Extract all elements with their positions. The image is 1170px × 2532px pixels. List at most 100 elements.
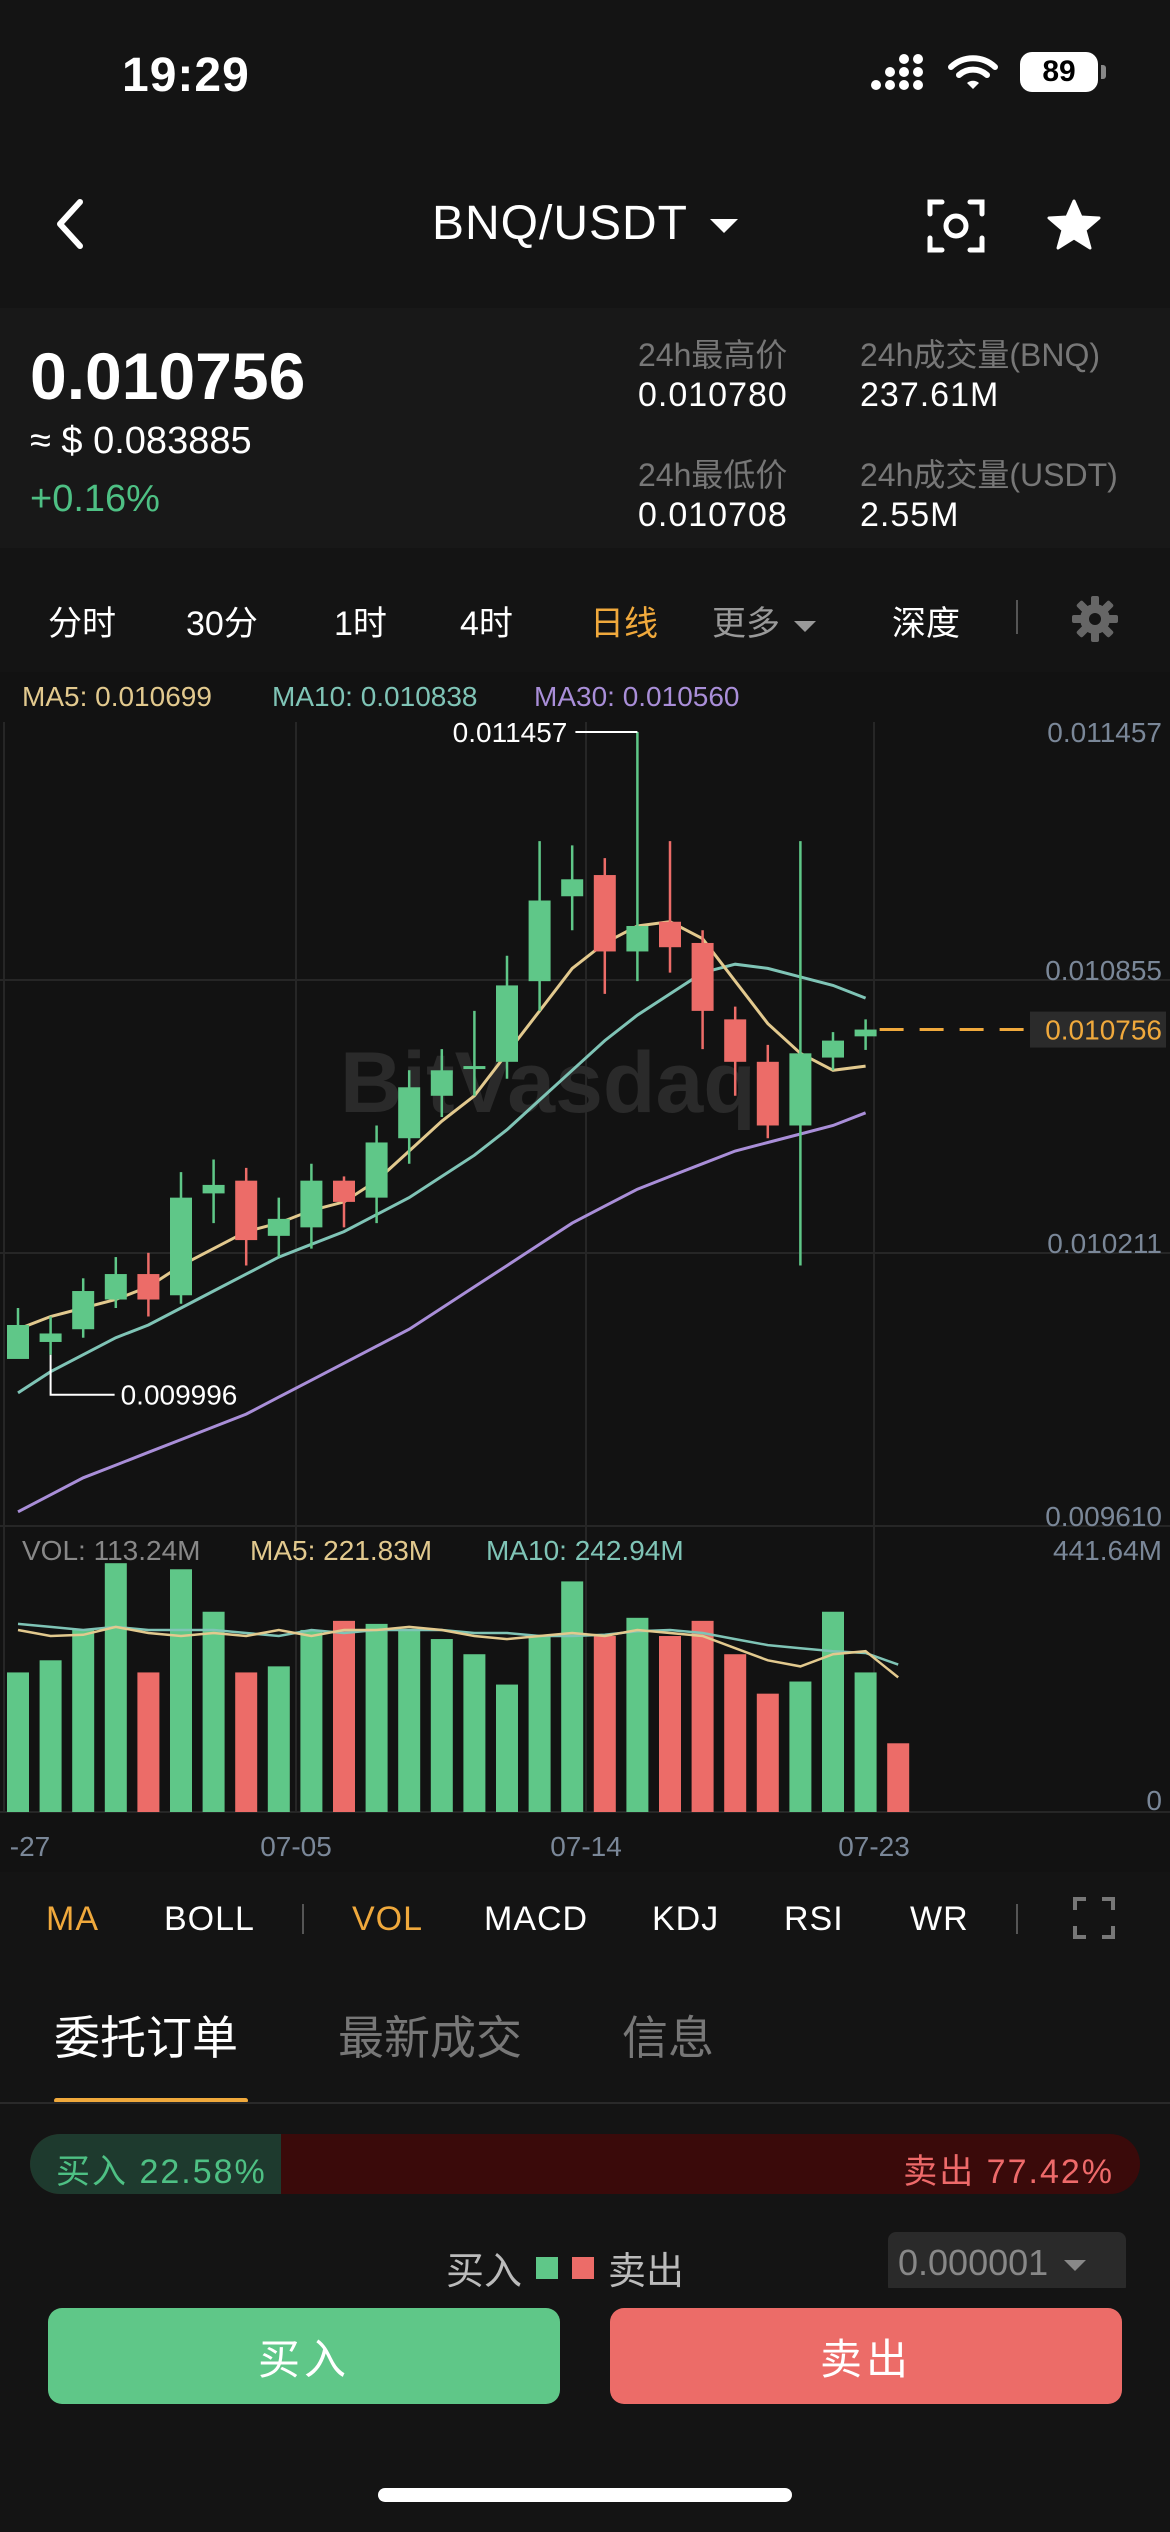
chart-grid [0, 722, 1170, 1813]
candle-body [691, 942, 714, 1011]
volume-bar [7, 1672, 29, 1812]
gear-icon[interactable] [1070, 594, 1120, 644]
candle-body [561, 879, 584, 897]
tab-more[interactable]: 更多 [712, 596, 816, 645]
usd-price: ≈ $ 0.083885 [30, 420, 252, 462]
divider [0, 2102, 1170, 2104]
low-value: 0.010708 [638, 496, 788, 534]
sell-square-icon [572, 2256, 595, 2279]
volume-bar [561, 1581, 584, 1812]
volume-bar [626, 1617, 649, 1812]
legend-buy-label: 买入 [446, 2251, 523, 2293]
fullscreen-icon[interactable] [1072, 1896, 1116, 1940]
volume-bar [496, 1684, 518, 1812]
volume-bar [463, 1654, 486, 1812]
x-tick-label: -27 [10, 1831, 50, 1862]
home-indicator [378, 2488, 792, 2502]
vol-max-label: 441.64M [1053, 1535, 1162, 1566]
volume-bar [72, 1629, 95, 1812]
tab-1hour[interactable]: 1时 [334, 605, 387, 643]
tab-more-label: 更多 [712, 605, 780, 643]
min-marker-line [49, 1354, 115, 1396]
status-icons: 89 [870, 52, 1106, 92]
y-tick-label: 0.009610 [1045, 1501, 1162, 1532]
tab-daily[interactable]: 日线 [590, 605, 658, 643]
indicator-vol[interactable]: VOL [352, 1900, 424, 1938]
pair-selector[interactable]: BNQ/USDT [0, 196, 1170, 251]
candle-body [430, 1070, 453, 1096]
candle-body [333, 1180, 355, 1202]
vol-legend: VOL: 113.24M [22, 1535, 200, 1566]
buy-button[interactable]: 买入 [48, 2308, 560, 2404]
min-price-label: 0.009996 [121, 1380, 238, 1411]
tab-time-share[interactable]: 分时 [48, 605, 116, 643]
active-tab-indicator [54, 2098, 248, 2103]
chevron-down-icon [794, 620, 816, 632]
y-tick-label: 0.010855 [1045, 955, 1162, 986]
indicator-separator [1016, 1904, 1018, 1934]
candle-body [39, 1333, 62, 1342]
vol-usdt-value: 2.55M [860, 496, 960, 534]
ma30-line [17, 1111, 867, 1514]
tab-depth[interactable]: 深度 [892, 605, 960, 643]
status-time: 19:29 [122, 49, 250, 102]
precision-value: 0.000001 [898, 2242, 1049, 2283]
volume-bar [202, 1611, 225, 1812]
back-icon[interactable] [50, 196, 90, 252]
volume-bar [854, 1672, 877, 1812]
candle-body [496, 985, 518, 1062]
vol-ma10-line [17, 1622, 899, 1666]
candle-body [463, 1066, 486, 1070]
candle-body [7, 1324, 29, 1359]
candle-body [398, 1087, 421, 1139]
indicator-ma[interactable]: MA [46, 1900, 99, 1938]
tab-30min[interactable]: 30分 [186, 605, 258, 643]
volume-bar [170, 1569, 192, 1812]
volume-bar [789, 1681, 812, 1812]
volume-bar [659, 1636, 681, 1812]
screenshot-icon[interactable] [926, 196, 986, 256]
volume-bar [267, 1666, 290, 1812]
orderbook-legend[interactable]: 买入 卖出 [446, 2240, 684, 2295]
candle-body [724, 1019, 747, 1062]
vol-usdt-label: 24h成交量(USDT) [860, 457, 1118, 493]
price-change: +0.16% [30, 478, 160, 520]
indicator-macd[interactable]: MACD [484, 1900, 589, 1938]
candle-body [137, 1274, 160, 1300]
volume-bar [887, 1743, 910, 1812]
volume-bar [235, 1672, 258, 1812]
kline-chart[interactable]: BitVasdaq MA5: 0.010699 MA10: 0.010838 M… [0, 672, 1170, 1872]
max-price-label: 0.011457 [453, 717, 568, 748]
x-tick-label: 07-14 [550, 1831, 622, 1862]
indicator-wr[interactable]: WR [910, 1900, 969, 1938]
indicator-rsi[interactable]: RSI [784, 1900, 844, 1938]
x-tick-label: 07-05 [260, 1831, 332, 1862]
candle-body [593, 875, 616, 952]
vol-bnq-label: 24h成交量(BNQ) [860, 337, 1101, 373]
volume-bar [104, 1563, 127, 1812]
indicator-boll[interactable]: BOLL [164, 1900, 255, 1938]
buy-ratio-fill [30, 2134, 281, 2194]
sell-button[interactable]: 卖出 [610, 2308, 1122, 2404]
high-value: 0.010780 [638, 376, 788, 414]
current-price-label: 0.010756 [1045, 1015, 1162, 1046]
tab-orders[interactable]: 委托订单 [54, 2012, 238, 2064]
volume-bar [365, 1623, 388, 1812]
candle-body [365, 1142, 388, 1198]
star-favorite-icon[interactable] [1046, 198, 1102, 252]
volume-bar [822, 1611, 844, 1812]
tab-4hour[interactable]: 4时 [460, 605, 513, 643]
precision-select[interactable]: 0.000001 [888, 2232, 1126, 2294]
volume-bar [756, 1693, 779, 1812]
volume-bars [7, 1563, 910, 1812]
sell-ratio-label: 卖出 77.42% [903, 2153, 1114, 2191]
volume-bar [691, 1620, 714, 1812]
tab-info[interactable]: 信息 [622, 2012, 714, 2064]
volume-bar [724, 1654, 747, 1812]
high-label: 24h最高价 [638, 337, 788, 373]
vol-ma5-line [17, 1625, 899, 1679]
tab-latest-trades[interactable]: 最新成交 [338, 2012, 522, 2064]
y-tick-label: 0.011457 [1047, 717, 1162, 748]
indicator-kdj[interactable]: KDJ [652, 1900, 720, 1938]
chevron-down-icon [710, 219, 738, 234]
